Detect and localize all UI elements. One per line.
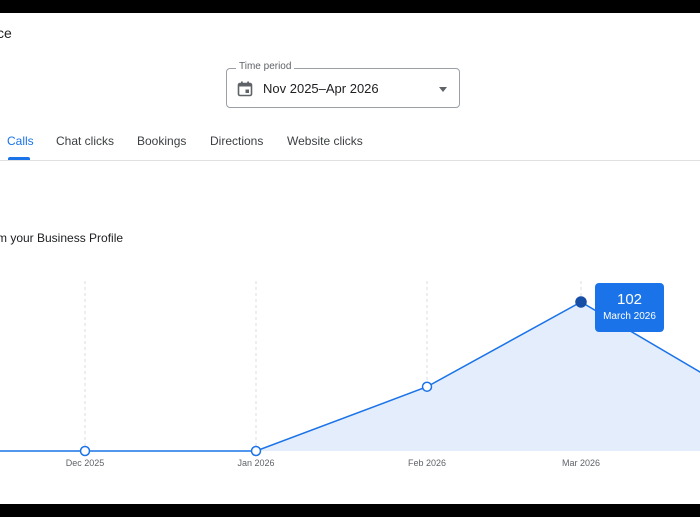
tooltip-label: March 2026 [603,311,656,322]
time-period-value: Nov 2025–Apr 2026 [263,81,379,96]
highlighted-point [575,296,587,308]
metric-tabs: Calls Chat clicks Bookings Directions We… [0,127,700,161]
dropdown-arrow-icon[interactable] [439,87,447,92]
active-tab-indicator [8,157,30,160]
data-point [250,445,262,457]
page-title: ce [0,25,12,41]
data-point [79,445,91,457]
x-tick-label: Mar 2026 [562,458,600,468]
tab-chat-clicks[interactable]: Chat clicks [56,134,115,148]
tab-bookings[interactable]: Bookings [137,134,187,148]
calls-chart: Dec 2025 Jan 2026 Feb 2026 Mar 2026 [0,281,700,468]
calendar-icon [237,81,253,97]
series-area [0,301,700,451]
app-frame: ce Time period Nov 2025–Apr 2026 Calls C… [0,13,700,504]
data-point [421,381,433,392]
tooltip-value: 102 [616,291,643,308]
x-tick-label: Dec 2025 [66,458,105,468]
time-period-label: Time period [236,61,295,72]
x-tick-label: Feb 2026 [408,458,446,468]
tab-directions[interactable]: Directions [210,134,264,148]
chart-tooltip: 102 March 2026 [595,283,664,332]
tab-calls[interactable]: Calls [7,134,34,148]
tab-website-clicks[interactable]: Website clicks [287,134,363,148]
x-tick-label: Jan 2026 [237,458,274,468]
time-period-select[interactable]: Time period Nov 2025–Apr 2026 [226,61,460,108]
chart-subtitle: m your Business Profile [0,231,124,245]
